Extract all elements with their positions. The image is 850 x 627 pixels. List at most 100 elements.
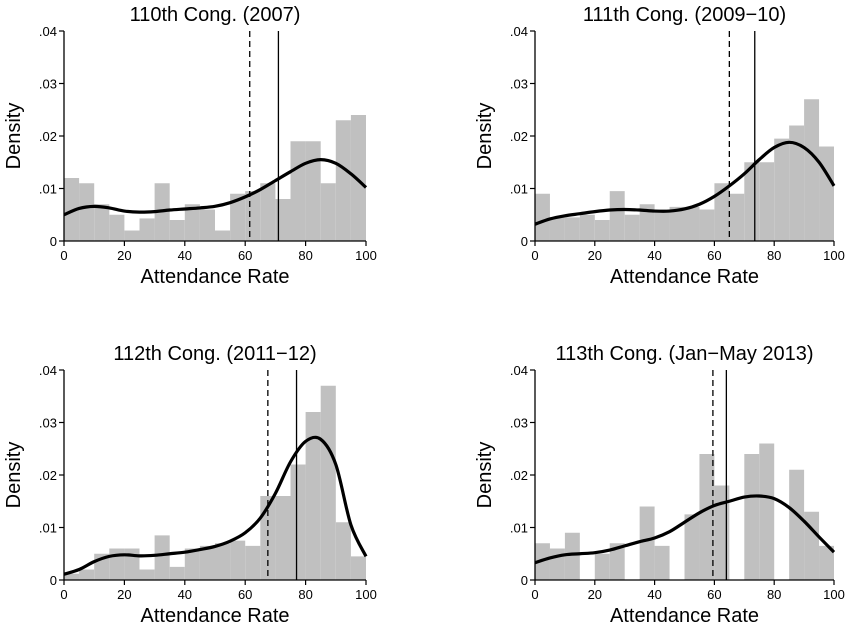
histogram-bar — [594, 553, 610, 580]
histogram-bar — [579, 214, 595, 241]
y-axis-label: Density — [474, 442, 496, 509]
histogram-bar — [305, 141, 321, 241]
histogram-bar — [245, 191, 261, 241]
histogram-bar — [290, 464, 306, 580]
x-tick-label: 100 — [355, 248, 377, 263]
histogram-bar — [804, 99, 820, 241]
density-curve — [534, 494, 836, 565]
histogram-bar — [819, 545, 834, 580]
histogram-bar — [684, 206, 700, 241]
histogram-bar — [184, 204, 200, 241]
histogram-bar — [290, 141, 306, 241]
panel-3: 112th Cong. (2011−12) 0 20 40 60 80 100 0 .01 .02… — [3, 343, 377, 627]
histogram-bar — [759, 443, 775, 580]
histogram-bar — [230, 193, 246, 241]
y-axis-label: Density — [3, 442, 25, 509]
y-tick-label: 0 — [521, 573, 528, 588]
density-curve — [534, 140, 836, 226]
histogram-bar — [624, 214, 640, 241]
histogram-bar — [744, 162, 760, 241]
histogram-bar — [64, 573, 80, 580]
histogram-bar — [305, 412, 321, 580]
histogram-bar — [684, 514, 700, 580]
histogram-bar — [699, 454, 715, 580]
histogram-bar — [654, 545, 670, 580]
x-tick-label: 40 — [647, 587, 661, 602]
y-tick-label: .03 — [510, 77, 528, 92]
panel-4: 113th Cong. (Jan−May 2013) 0 20 40 60 80 100 0.… — [474, 343, 845, 627]
panel-title: 112th Cong. (2011−12) — [113, 343, 316, 365]
histogram-bar — [154, 535, 170, 580]
x-tick-label: 100 — [823, 248, 845, 263]
histogram-bar — [774, 138, 790, 241]
x-tick-label: 60 — [707, 248, 721, 263]
x-tick-label: 0 — [60, 248, 67, 263]
histogram-bar — [564, 532, 580, 580]
x-tick-label: 60 — [238, 587, 252, 602]
panel-title: 110th Cong. (2007) — [130, 4, 301, 26]
histogram-bar — [139, 218, 155, 241]
histogram-bar — [320, 183, 336, 241]
x-axis-label: Attendance Rate — [610, 605, 759, 627]
histogram-bar — [184, 548, 200, 580]
x-tick-label: 100 — [355, 587, 377, 602]
histogram-bar — [564, 217, 580, 241]
histogram-bar — [169, 566, 185, 580]
histogram-bar — [215, 230, 231, 241]
histogram-bar — [729, 193, 745, 241]
histogram-bar — [260, 183, 276, 241]
x-tick-label: 80 — [767, 248, 781, 263]
y-tick-label: .03 — [39, 416, 57, 431]
y-axis-label: Density — [474, 103, 496, 170]
histogram-bar — [94, 204, 110, 241]
histogram-bar — [714, 485, 730, 580]
x-tick-label: 100 — [823, 587, 845, 602]
histogram-bar — [335, 522, 351, 580]
y-tick-label: .02 — [39, 468, 57, 483]
histogram-bar — [275, 496, 291, 580]
histogram-bar — [230, 540, 246, 580]
x-tick-label: 60 — [238, 248, 252, 263]
histogram-bar — [275, 199, 291, 241]
histogram-bar — [549, 548, 565, 580]
histogram-bar — [124, 230, 140, 241]
y-tick-label: .01 — [510, 521, 528, 536]
histogram-bar — [350, 556, 366, 580]
x-tick-label: 80 — [298, 587, 312, 602]
y-tick-label: .04 — [39, 24, 57, 39]
histogram-bar — [594, 220, 610, 241]
y-tick-label: .01 — [510, 182, 528, 197]
x-tick-label: 0 — [531, 587, 538, 602]
histogram-bar — [639, 506, 655, 580]
histogram-bar — [79, 183, 95, 241]
x-tick-label: 0 — [60, 587, 67, 602]
x-tick-label: 80 — [298, 248, 312, 263]
y-tick-label: .02 — [510, 468, 528, 483]
histogram-bar — [789, 125, 805, 241]
y-tick-label: 0 — [50, 234, 57, 249]
histogram-bar — [789, 469, 805, 580]
histogram-bar — [609, 191, 625, 241]
x-tick-label: 60 — [707, 587, 721, 602]
panel-2: 111th Cong. (2009−10) 0 20 40 60 80 100 0 .01 .02… — [474, 4, 845, 288]
histogram-bar — [759, 162, 775, 241]
histogram-bar — [320, 385, 336, 580]
panel-title: 111th Cong. (2009−10) — [583, 4, 786, 26]
histogram-bar — [535, 193, 550, 241]
y-tick-label: .04 — [39, 363, 57, 378]
histogram-bar — [669, 206, 685, 241]
x-tick-label: 40 — [647, 248, 661, 263]
y-tick-label: 0 — [50, 573, 57, 588]
histogram-bar — [109, 548, 125, 580]
histogram-bar — [699, 209, 715, 241]
y-tick-label: .02 — [510, 129, 528, 144]
x-tick-label: 80 — [767, 587, 781, 602]
histogram-bar — [819, 146, 834, 241]
histogram-bar — [64, 178, 80, 241]
x-tick-label: 0 — [531, 248, 538, 263]
histogram-bar — [609, 543, 625, 580]
histogram-bar — [714, 183, 730, 241]
histogram-bar — [79, 569, 95, 580]
y-tick-label: .04 — [510, 24, 528, 39]
